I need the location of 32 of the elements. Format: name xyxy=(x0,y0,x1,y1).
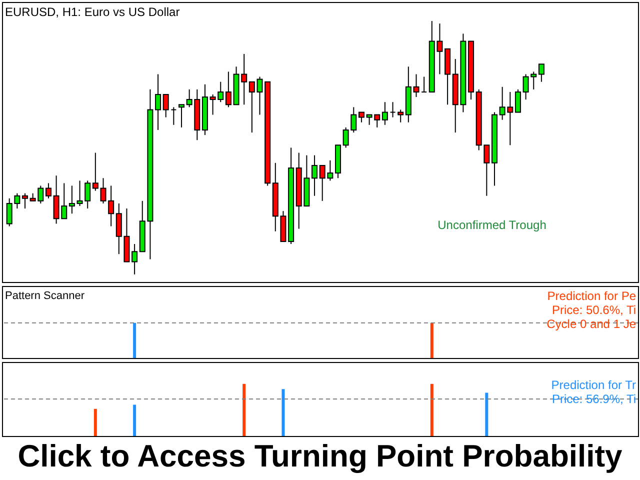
text: Click to Access Turning Point Probability xyxy=(18,438,624,474)
candlestick xyxy=(108,185,114,227)
candlestick xyxy=(358,112,364,123)
bar xyxy=(430,384,434,436)
candlestick xyxy=(22,192,28,210)
candlestick xyxy=(225,71,232,108)
candlestick xyxy=(68,185,75,214)
text: Cycle 0 and 1 Je xyxy=(546,317,636,331)
candlestick xyxy=(170,106,177,126)
candlestick xyxy=(132,243,138,275)
candlestick xyxy=(312,154,318,196)
bar xyxy=(133,404,136,436)
candlestick xyxy=(45,182,52,199)
candlestick xyxy=(178,104,184,128)
bar xyxy=(94,408,97,436)
chart-title: Pattern Scanner xyxy=(5,290,85,302)
candlestick xyxy=(162,94,169,118)
candlestick xyxy=(421,76,428,92)
candlestick xyxy=(155,74,162,130)
text: Prediction for Tr xyxy=(551,378,636,392)
text: Price: 50.6%, Ti xyxy=(552,303,636,317)
candlestick xyxy=(398,109,404,123)
candlestick xyxy=(514,88,521,113)
bar xyxy=(282,389,285,436)
annotation: Unconfirmed Trough xyxy=(438,218,546,232)
chart-title: EURUSD, H1: Euro vs US Dollar xyxy=(5,5,180,19)
bar xyxy=(242,384,246,436)
bar xyxy=(485,392,488,436)
candlestick xyxy=(538,64,544,82)
candlestick xyxy=(382,102,388,126)
text: Prediction for Pe xyxy=(547,289,636,303)
candlestick xyxy=(390,102,396,118)
